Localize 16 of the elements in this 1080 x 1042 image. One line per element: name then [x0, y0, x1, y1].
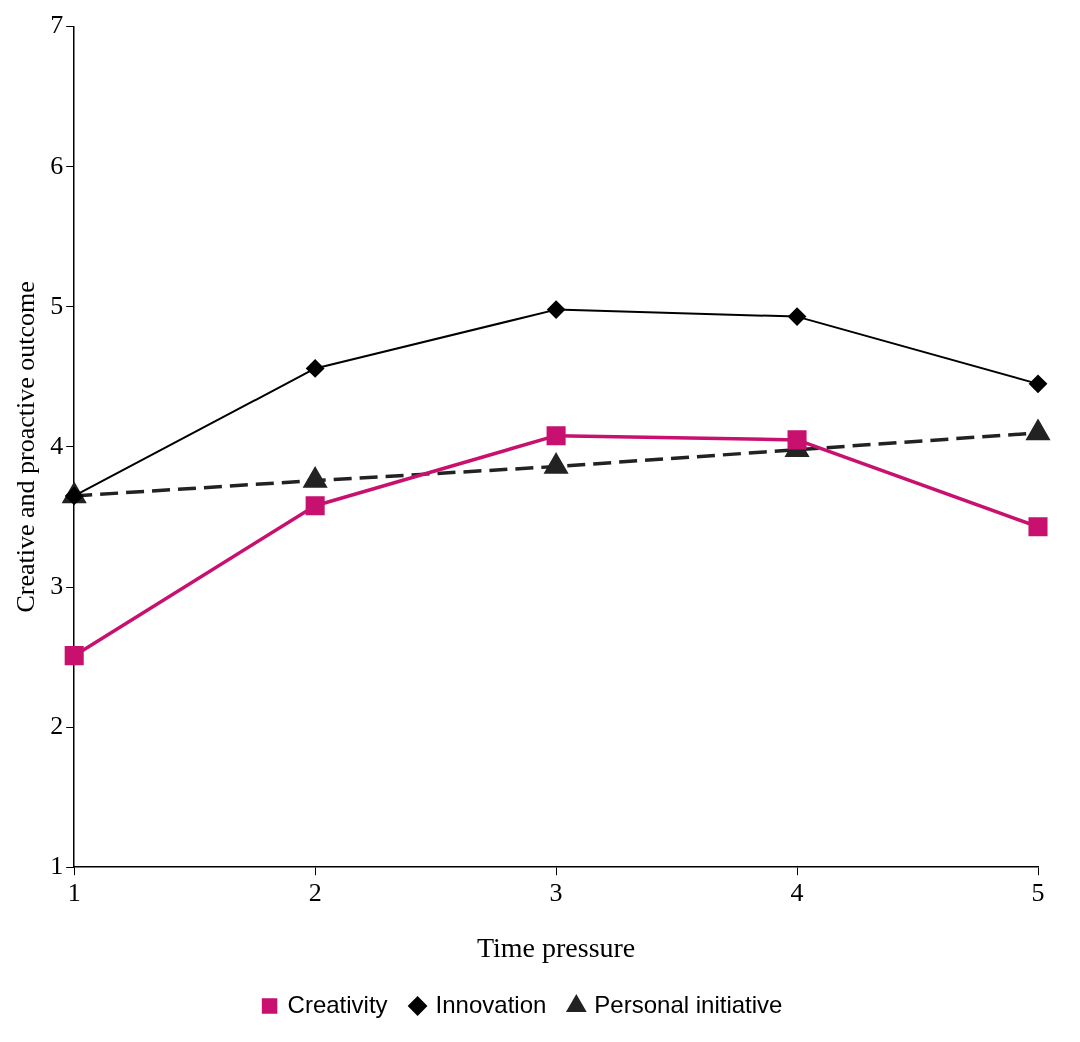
y-tick-label: 3	[50, 570, 64, 600]
y-tick-label: 7	[50, 10, 64, 40]
legend-label: Creativity	[287, 990, 388, 1018]
y-tick-label: 1	[50, 851, 64, 881]
legend-label: Personal initiative	[594, 990, 783, 1018]
y-tick-label: 6	[50, 150, 64, 180]
x-tick-label: 3	[549, 877, 563, 907]
y-axis-title: Creative and proactive outcome	[11, 281, 41, 613]
x-tick-label: 2	[308, 877, 322, 907]
y-tick-label: 2	[50, 710, 64, 740]
y-tick-label: 4	[50, 430, 64, 460]
y-tick-label: 5	[50, 290, 64, 320]
x-tick-label: 5	[1031, 877, 1045, 907]
legend-label: Innovation	[435, 990, 547, 1018]
x-axis-title: Time pressure	[476, 931, 636, 963]
x-tick-label: 4	[790, 877, 804, 907]
